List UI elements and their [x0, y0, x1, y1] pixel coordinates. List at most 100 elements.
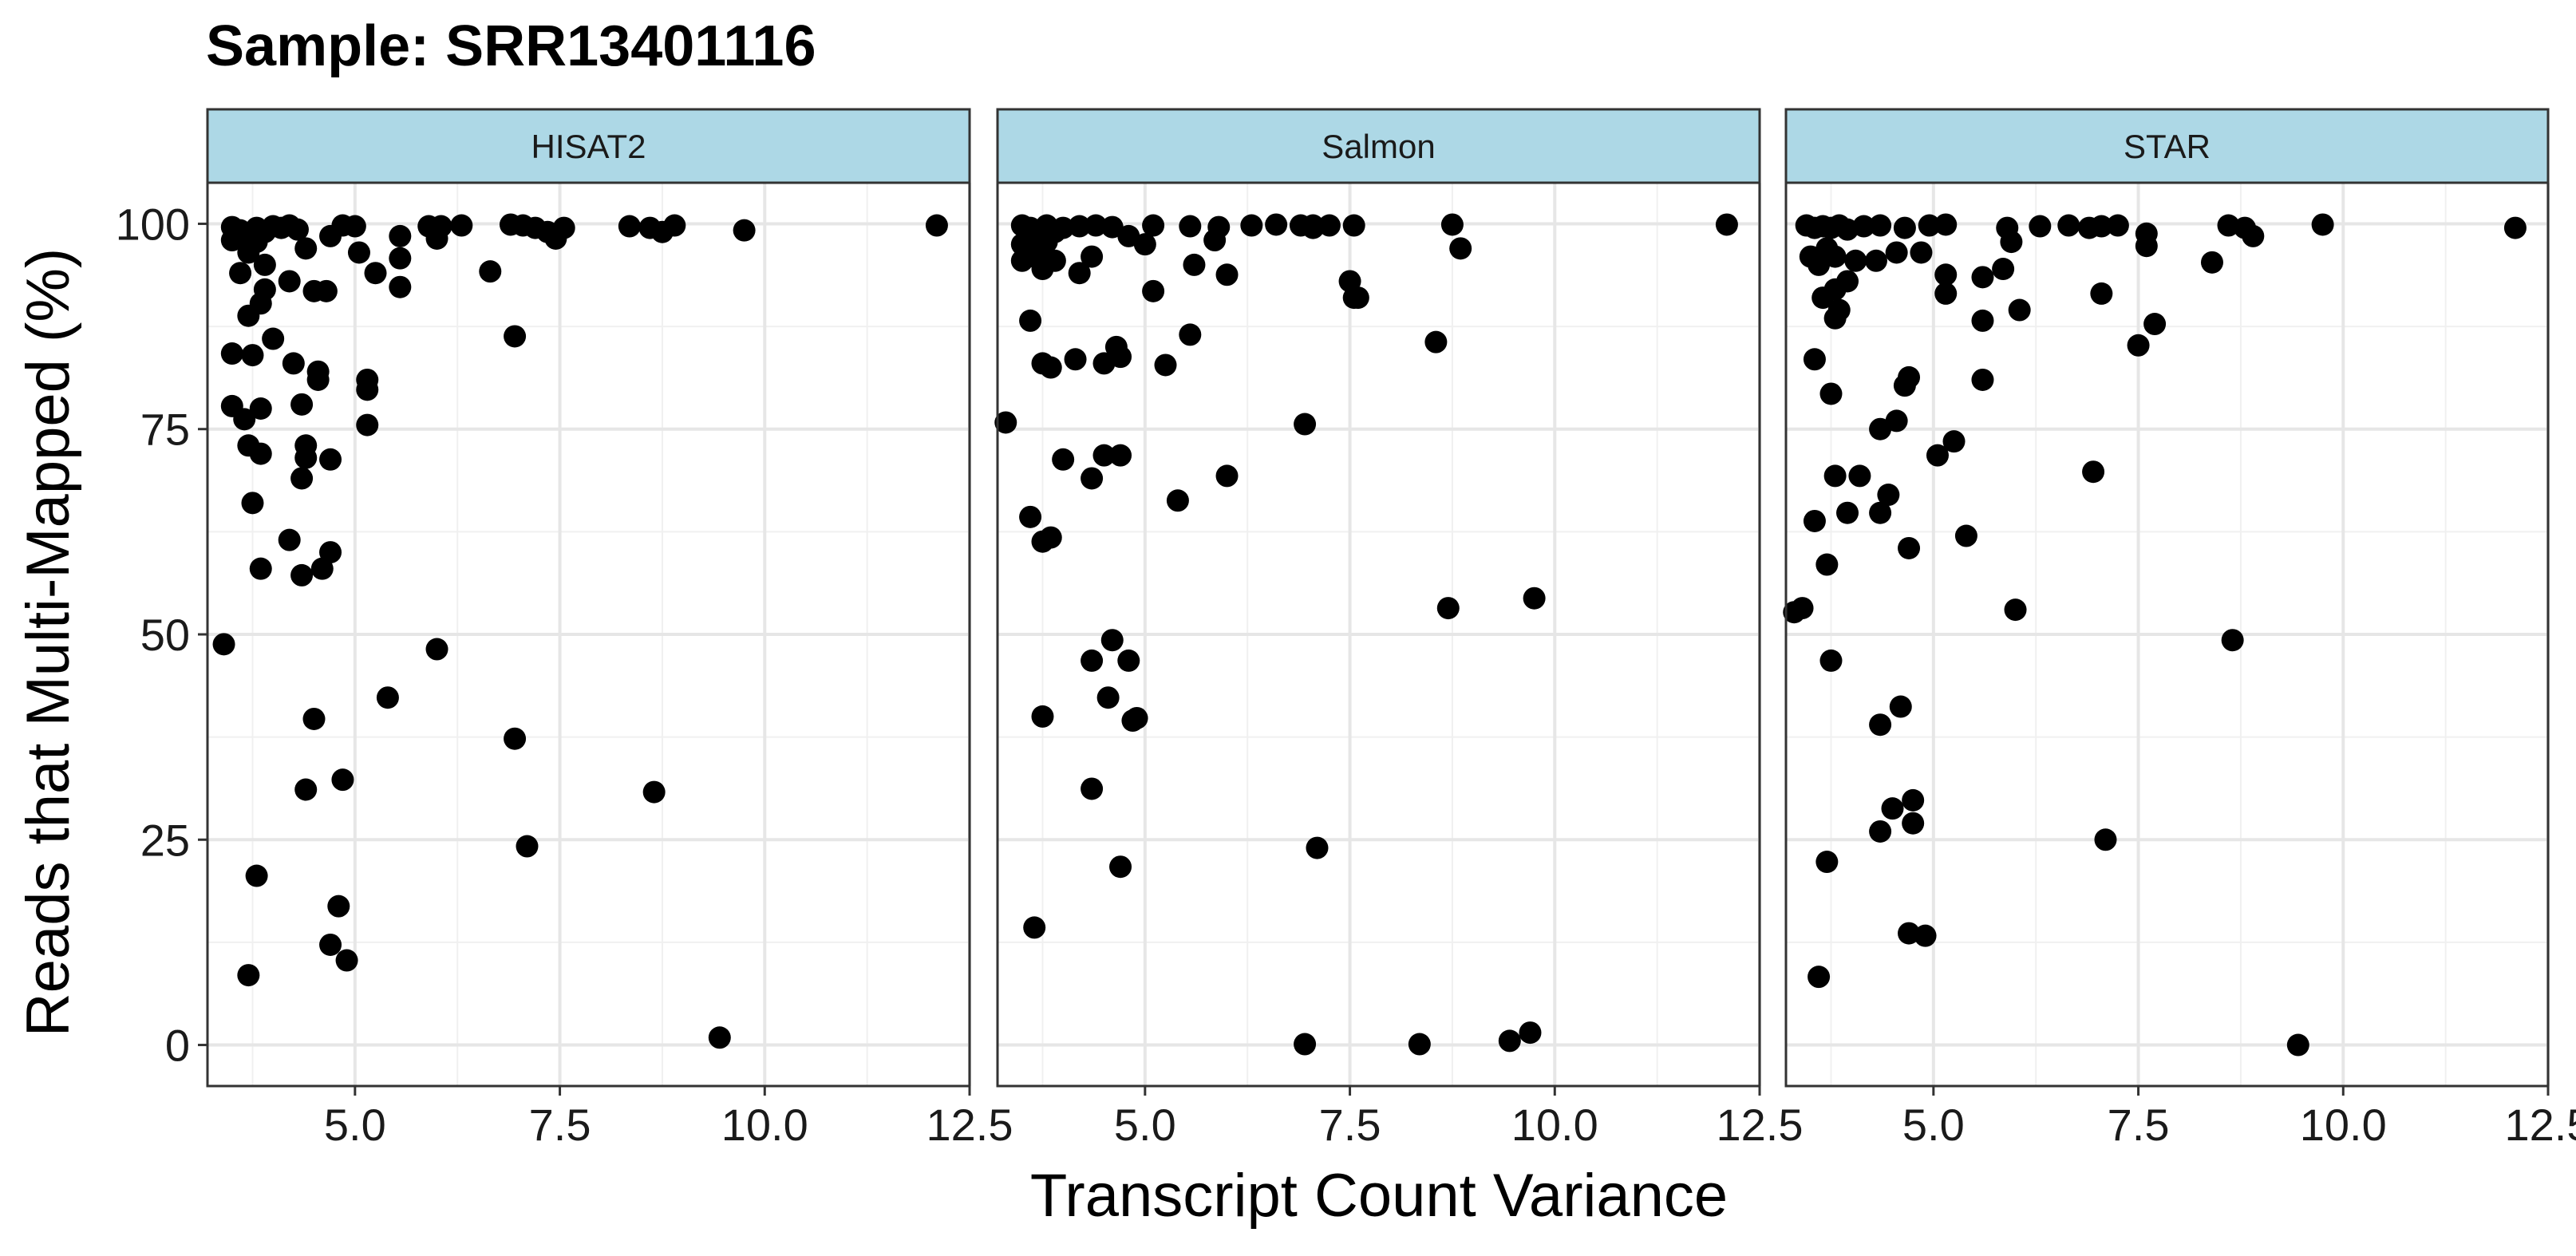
- data-point: [2094, 828, 2117, 851]
- y-axis-title: Reads that Multi-Mapped (%): [14, 248, 82, 1037]
- data-point: [1081, 245, 1104, 268]
- data-point: [1166, 489, 1189, 512]
- data-point: [504, 325, 527, 348]
- data-point: [2000, 231, 2023, 254]
- data-point: [1844, 249, 1867, 272]
- facet-strip-label: STAR: [2124, 128, 2211, 165]
- data-point: [1019, 505, 1042, 528]
- data-point: [1179, 215, 1202, 238]
- data-point: [1823, 464, 1847, 488]
- panel-salmon: Salmon: [994, 108, 1761, 1088]
- data-point: [1815, 851, 1839, 874]
- data-point: [2503, 216, 2527, 239]
- data-point: [2311, 213, 2334, 236]
- data-point: [1803, 348, 1826, 371]
- data-point: [1971, 368, 1994, 391]
- data-point: [2127, 334, 2150, 357]
- data-point: [249, 442, 272, 465]
- data-point: [1096, 686, 1120, 709]
- data-point: [1803, 509, 1826, 532]
- x-tick-label: 10.0: [1511, 1100, 1598, 1150]
- data-point: [389, 224, 412, 247]
- data-point: [1342, 214, 1365, 237]
- data-point: [389, 275, 412, 298]
- data-point: [1154, 353, 1177, 377]
- data-point: [1885, 241, 1908, 264]
- facet-strip: [206, 108, 971, 184]
- data-point: [282, 352, 305, 375]
- data-point: [1808, 966, 1831, 989]
- data-point: [356, 413, 379, 436]
- x-tick-label: 7.5: [529, 1100, 591, 1150]
- data-point: [2057, 214, 2080, 237]
- data-point: [220, 229, 243, 252]
- data-point: [290, 393, 314, 416]
- data-point: [1440, 213, 1464, 236]
- facet-strip: [996, 108, 1761, 184]
- data-point: [516, 835, 539, 858]
- data-point: [1064, 348, 1087, 371]
- facet-strip: [1784, 108, 2550, 184]
- data-point: [229, 262, 252, 285]
- data-point: [1109, 855, 1132, 879]
- data-point: [1815, 553, 1839, 576]
- data-point: [1436, 597, 1460, 620]
- x-tick-label: 10.0: [2300, 1100, 2387, 1150]
- data-point: [343, 215, 366, 238]
- data-point: [1203, 229, 1227, 252]
- data-point: [319, 541, 342, 564]
- data-point: [1306, 836, 1329, 859]
- data-point: [1885, 409, 1908, 432]
- data-point: [1877, 484, 1900, 507]
- data-point: [1898, 536, 1921, 559]
- data-point: [1081, 467, 1104, 490]
- data-point: [1902, 812, 1925, 835]
- data-point: [1715, 213, 1738, 236]
- data-point: [306, 368, 330, 391]
- data-point: [2008, 298, 2031, 322]
- data-point: [1043, 249, 1066, 272]
- data-point: [504, 727, 527, 750]
- facet-strip-label: Salmon: [1322, 128, 1435, 165]
- facet-strip-label: HISAT2: [531, 128, 646, 165]
- data-point: [1052, 448, 1075, 471]
- data-point: [364, 262, 387, 285]
- data-point: [1125, 706, 1148, 729]
- panels: HISAT2 Salmon STAR: [206, 108, 2550, 1088]
- x-tick-label: 7.5: [2108, 1100, 2170, 1150]
- data-point: [220, 342, 243, 365]
- data-point: [1039, 526, 1062, 549]
- data-point: [2029, 215, 2052, 238]
- y-tick-label: 100: [116, 199, 190, 249]
- data-point: [1971, 266, 1994, 289]
- data-point: [241, 344, 264, 367]
- data-point: [2082, 460, 2105, 484]
- panel-star: STAR: [1783, 108, 2550, 1088]
- data-point: [327, 895, 350, 918]
- data-point: [1100, 629, 1124, 652]
- data-point: [708, 1026, 731, 1049]
- data-point: [479, 260, 502, 283]
- data-point: [278, 528, 301, 551]
- data-point: [1523, 587, 1546, 610]
- data-point: [994, 411, 1017, 434]
- data-point: [1039, 356, 1062, 379]
- data-point: [1852, 215, 1875, 238]
- x-tick-label: 12.5: [2505, 1100, 2576, 1150]
- data-point: [1791, 597, 1814, 620]
- data-point: [1085, 214, 1108, 237]
- data-point: [1893, 216, 1916, 239]
- data-point: [1068, 262, 1091, 285]
- data-point: [2090, 215, 2113, 238]
- data-point: [642, 780, 666, 804]
- data-point: [1819, 649, 1843, 672]
- data-point: [1142, 214, 1165, 237]
- data-point: [2217, 214, 2240, 237]
- data-point: [389, 247, 412, 270]
- data-point: [1294, 1033, 1317, 1056]
- data-point: [331, 768, 354, 792]
- data-point: [1848, 464, 1871, 488]
- data-point: [335, 949, 358, 972]
- data-point: [2106, 214, 2129, 237]
